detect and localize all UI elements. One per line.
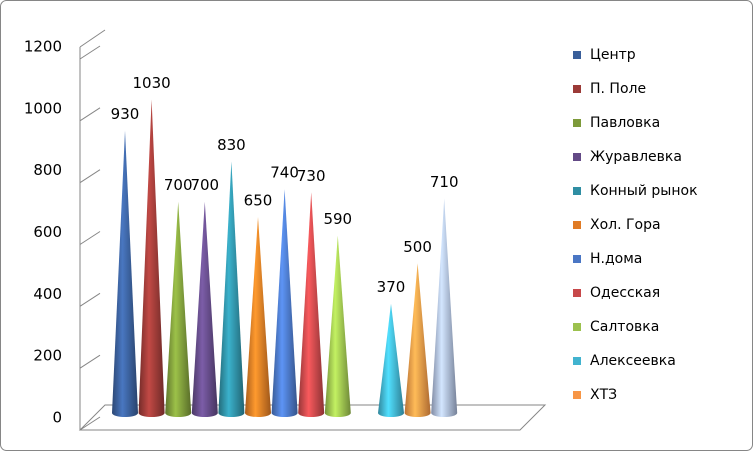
floor	[78, 404, 547, 431]
cone	[404, 263, 431, 417]
value-label: 930	[111, 105, 140, 123]
cone	[138, 99, 165, 417]
legend-label: Журавлевка	[590, 149, 682, 165]
cone	[218, 161, 245, 417]
value-label: 730	[297, 167, 326, 185]
tick-mark	[79, 416, 101, 431]
value-label: 700	[190, 176, 219, 194]
y-tick-label: 1200	[24, 38, 62, 56]
tick-mark	[79, 107, 101, 122]
value-label: 740	[270, 164, 299, 182]
cone	[298, 192, 325, 417]
value-label: 650	[244, 192, 273, 210]
legend-label: ХТЗ	[590, 387, 617, 403]
value-label: 370	[377, 278, 406, 296]
legend-label: Салтовка	[590, 319, 659, 335]
legend-label: Хол. Гора	[590, 217, 661, 233]
value-label: 590	[323, 210, 352, 228]
tick-mark	[79, 169, 101, 184]
legend-label: Одесская	[590, 285, 660, 301]
cone	[271, 189, 298, 417]
legend-label: Центр	[590, 47, 636, 63]
y-tick-label: 800	[33, 161, 62, 179]
legend-swatch	[573, 119, 581, 127]
legend-label: Конный рынок	[590, 183, 698, 199]
value-label: 700	[164, 176, 193, 194]
cone	[245, 217, 271, 417]
legend-swatch	[573, 323, 581, 331]
legend-label: П. Поле	[590, 81, 646, 97]
legend-swatch	[573, 391, 581, 399]
y-tick-label: 600	[33, 223, 62, 241]
tick-mark	[79, 231, 101, 245]
legend-swatch	[573, 357, 581, 365]
cone	[324, 235, 351, 417]
cone	[431, 198, 458, 417]
legend-label: Н.дома	[590, 251, 642, 267]
legend-swatch	[573, 221, 581, 229]
legend-swatch	[573, 153, 581, 161]
y-tick-label: 400	[33, 285, 62, 303]
cone	[165, 201, 192, 417]
y-tick-label: 1000	[24, 99, 62, 117]
value-label: 710	[430, 173, 459, 191]
value-label: 500	[403, 238, 432, 256]
legend-swatch	[573, 187, 581, 195]
cone	[112, 130, 138, 417]
legend-swatch	[573, 85, 581, 93]
cone	[191, 201, 218, 417]
tick-mark	[79, 354, 101, 369]
cone	[378, 303, 404, 417]
value-label: 1030	[133, 74, 171, 92]
legend-swatch	[573, 51, 581, 59]
value-label: 830	[217, 136, 246, 154]
tick-mark	[79, 45, 101, 60]
legend-label: Алексеевка	[590, 353, 676, 369]
legend-swatch	[573, 255, 581, 263]
legend-label: Павловка	[590, 115, 660, 131]
legend-swatch	[573, 289, 581, 297]
tick-mark	[79, 292, 101, 307]
y-tick-label: 200	[33, 347, 62, 365]
wall-edge	[79, 29, 106, 48]
y-tick-label: 0	[52, 409, 62, 427]
